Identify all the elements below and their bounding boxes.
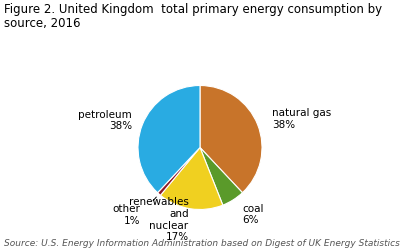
Wedge shape <box>138 86 200 193</box>
Text: renewables
and
nuclear
17%: renewables and nuclear 17% <box>129 197 188 242</box>
Text: Figure 2. United Kingdom  total primary energy consumption by
source, 2016: Figure 2. United Kingdom total primary e… <box>4 2 382 30</box>
Text: natural gas
38%: natural gas 38% <box>272 108 331 130</box>
Wedge shape <box>160 148 223 210</box>
Wedge shape <box>158 148 200 195</box>
Text: Source: U.S. Energy Information Administration based on Digest of UK Energy Stat: Source: U.S. Energy Information Administ… <box>4 238 400 248</box>
Text: other
1%: other 1% <box>113 204 140 226</box>
Text: coal
6%: coal 6% <box>242 204 264 225</box>
Wedge shape <box>200 86 262 193</box>
Text: petroleum
38%: petroleum 38% <box>78 110 132 131</box>
Wedge shape <box>200 148 242 205</box>
